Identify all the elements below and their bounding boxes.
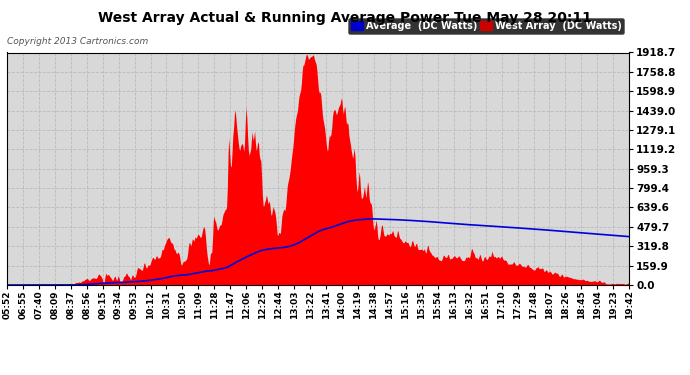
Text: West Array Actual & Running Average Power Tue May 28 20:11: West Array Actual & Running Average Powe… [98,11,592,25]
Text: Copyright 2013 Cartronics.com: Copyright 2013 Cartronics.com [7,38,148,46]
Legend: Average  (DC Watts), West Array  (DC Watts): Average (DC Watts), West Array (DC Watts… [348,18,624,34]
